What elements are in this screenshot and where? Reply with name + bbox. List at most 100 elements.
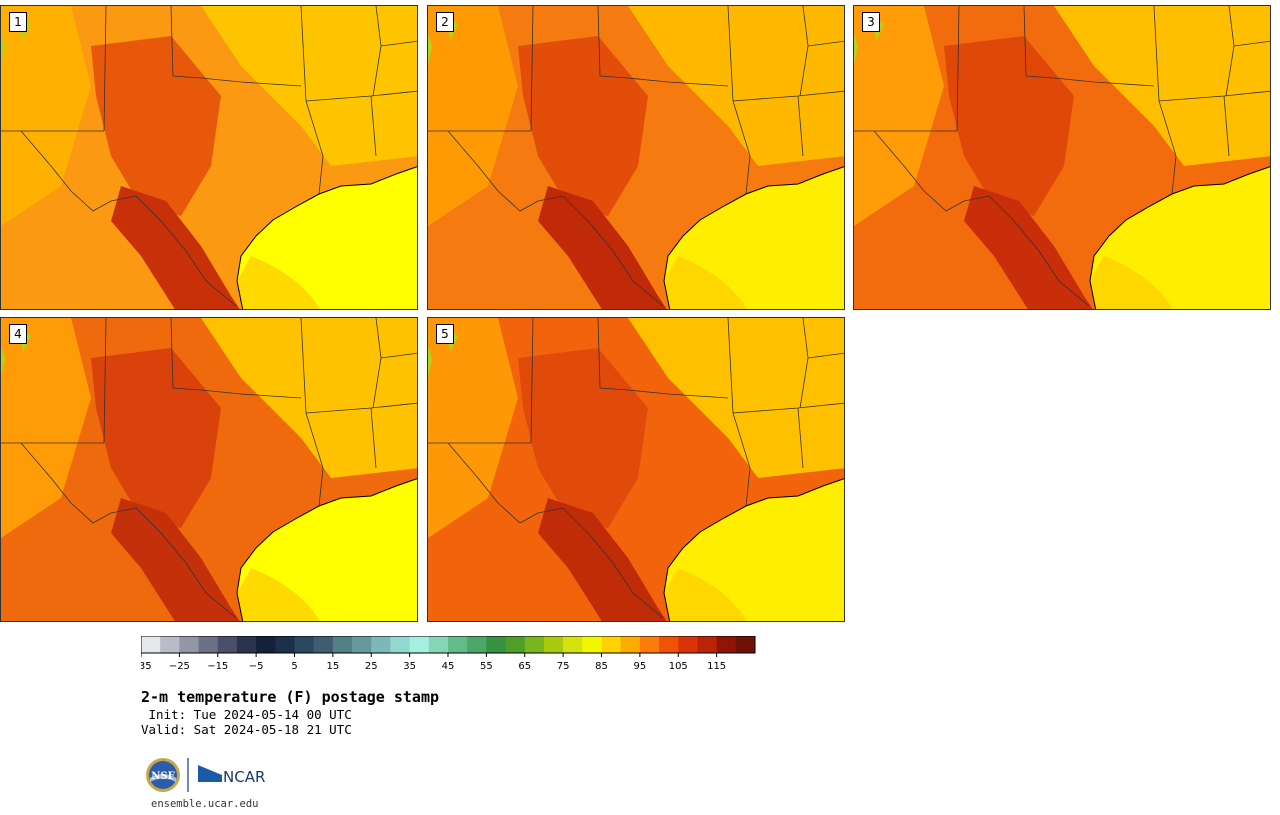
cooler-northeast: [201, 6, 417, 166]
colorbar-segment: [294, 636, 315, 653]
nearshore-warm: [664, 256, 747, 309]
colorbar-segment: [236, 636, 257, 653]
state-border: [807, 40, 844, 47]
colorbar-segment: [160, 636, 180, 653]
colorbar-segment: [716, 636, 737, 653]
state-border: [103, 318, 107, 444]
colorbar-segment: [332, 636, 353, 653]
hottest-region: [538, 186, 667, 309]
postage-stamp-5: 5: [427, 317, 845, 622]
colorbar-segment: [390, 636, 411, 653]
hottest-region: [111, 498, 240, 621]
colorbar-tick-label: 75: [557, 661, 570, 672]
colorbar-segment: [428, 636, 449, 653]
postage-stamp-2: 2: [427, 5, 845, 310]
colorbar-segment: [582, 636, 602, 653]
panel-label: 1: [9, 12, 27, 32]
colorbar-segment: [141, 636, 161, 653]
coastline: [1089, 166, 1270, 309]
state-border: [447, 442, 664, 619]
state-border: [170, 318, 302, 399]
nearshore-warm: [664, 568, 747, 621]
state-border: [1023, 6, 1155, 87]
cooler-northeast: [628, 6, 844, 166]
colorbar-segment: [371, 636, 391, 653]
state-border: [873, 130, 1090, 307]
state-border: [807, 352, 844, 359]
postage-stamp-3: 3: [853, 5, 1271, 310]
temperature-map: [1, 318, 417, 621]
colorbar: −35 −25 −15 −5 5 15 25 35 45 55 65 75 85 95 105 115: [141, 636, 756, 672]
colorbar-segment: [697, 636, 718, 653]
nearshore-warm: [237, 256, 320, 309]
colorbar-segment: [735, 636, 756, 653]
colorbar-tick-label: −5: [249, 661, 264, 672]
state-border: [597, 6, 729, 87]
colorbar-segment: [486, 636, 506, 653]
colorbar-tick-label: 15: [327, 661, 340, 672]
colorbar-segment: [467, 636, 487, 653]
ncar-logo-icon: NCAR: [197, 763, 265, 786]
hot-region: [518, 348, 648, 528]
coastline: [236, 166, 417, 309]
west-region: [854, 6, 944, 226]
plot-title: 2-m temperature (F) postage stamp: [141, 688, 440, 706]
colorbar-segment: [217, 636, 238, 653]
colorbar-tick-label: 65: [518, 661, 531, 672]
colorbar-segment: [543, 636, 564, 653]
colorbar-segment: [275, 636, 295, 653]
state-border: [956, 6, 960, 132]
state-border: [370, 95, 377, 157]
colorbar-segment: [639, 636, 660, 653]
coastline: [236, 478, 417, 621]
colorbar-segment: [352, 636, 372, 653]
colorbar-tick-label: 95: [634, 661, 647, 672]
state-border: [530, 6, 534, 132]
hot-region: [518, 36, 648, 216]
nearshore-warm: [1090, 256, 1173, 309]
hot-region: [91, 348, 221, 528]
west-region: [1, 318, 91, 538]
colorbar-tick-label: 35: [403, 661, 416, 672]
panel-label: 2: [436, 12, 454, 32]
state-border: [1153, 6, 1177, 195]
coastline: [663, 166, 844, 309]
valid-time: Valid: Sat 2024-05-18 21 UTC: [141, 722, 352, 737]
cooler-northeast: [628, 318, 844, 478]
svg-text:NSF: NSF: [151, 771, 174, 782]
state-border: [1223, 95, 1230, 157]
temperature-map: [428, 6, 844, 309]
state-border: [103, 6, 107, 132]
postage-stamp-1: 1: [0, 5, 418, 310]
coastline: [663, 478, 844, 621]
colorbar-segment: [198, 636, 219, 653]
colorbar-segment: [313, 636, 334, 653]
colorbar-segment: [678, 636, 698, 653]
logos: NSF NCAR: [146, 758, 265, 792]
state-border: [447, 130, 664, 307]
state-border: [727, 6, 751, 195]
colorbar-tick-label: 45: [442, 661, 455, 672]
colorbar-segment: [409, 636, 430, 653]
postage-stamp-4: 4: [0, 317, 418, 622]
nearshore-warm: [237, 568, 320, 621]
state-border: [530, 318, 534, 444]
colorbar-tick-label: 115: [707, 661, 726, 672]
temperature-map: [1, 6, 417, 309]
colorbar-tick-label: 105: [669, 661, 688, 672]
temperature-map: [428, 318, 844, 621]
init-time: Init: Tue 2024-05-14 00 UTC: [141, 707, 352, 722]
colorbar-tick-label: 25: [365, 661, 378, 672]
nsf-logo-icon: NSF: [146, 758, 180, 792]
colorbar-segment: [179, 636, 199, 653]
colorbar-tick-label: 85: [595, 661, 608, 672]
colorbar-tick-label: 5: [291, 661, 297, 672]
temperature-map: [854, 6, 1270, 309]
state-border: [797, 407, 804, 469]
colorbar-tick-label: −35: [141, 661, 152, 672]
hottest-region: [538, 498, 667, 621]
colorbar-segment: [524, 636, 545, 653]
svg-text:NCAR: NCAR: [223, 768, 265, 786]
west-region: [428, 318, 518, 538]
colorbar-segment: [563, 636, 583, 653]
